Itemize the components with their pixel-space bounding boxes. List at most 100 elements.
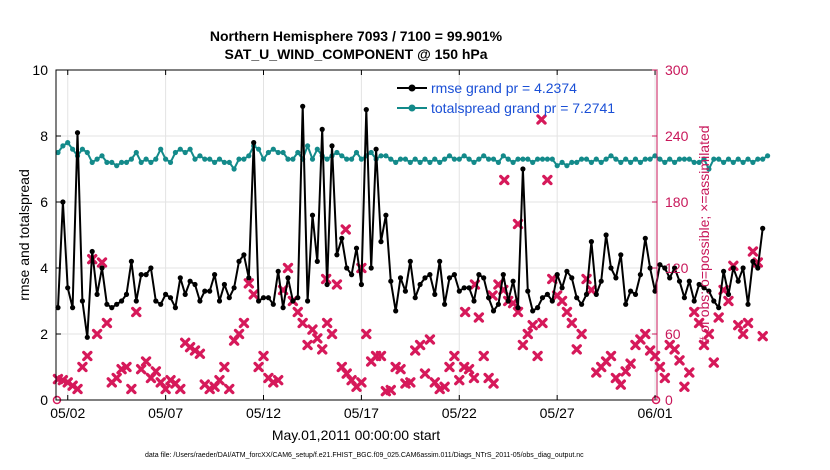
obs-assimilated-cross bbox=[238, 317, 250, 329]
totalspread-point bbox=[735, 156, 741, 162]
rmse-point bbox=[681, 295, 688, 301]
obs-assimilated-point bbox=[160, 383, 171, 395]
obs-assimilated-cross bbox=[449, 350, 460, 362]
x-tick-label: 05/22 bbox=[442, 405, 477, 421]
totalspread-point bbox=[623, 156, 629, 162]
obs-layer bbox=[52, 114, 768, 405]
rmse-point bbox=[241, 252, 247, 258]
obs-assimilated-point bbox=[615, 379, 626, 390]
obs-assimilated-point bbox=[121, 361, 132, 373]
totalspread-point bbox=[158, 146, 164, 152]
obs-assimilated-point bbox=[356, 377, 367, 388]
totalspread-point bbox=[290, 156, 296, 162]
totalspread-point bbox=[368, 149, 374, 156]
totalspread-point bbox=[182, 149, 188, 156]
totalspread-point bbox=[716, 156, 722, 162]
totalspread-point bbox=[755, 156, 761, 162]
obs-assimilated-cross bbox=[439, 381, 450, 392]
y-tick-label-right: 300 bbox=[665, 62, 689, 78]
obs-assimilated-point bbox=[321, 317, 333, 329]
rmse-point bbox=[285, 275, 291, 281]
rmse-point bbox=[270, 301, 276, 307]
rmse-point bbox=[172, 305, 178, 311]
totalspread-point bbox=[236, 156, 242, 162]
obs-assimilated-point bbox=[307, 324, 318, 335]
obs-assimilated-point bbox=[385, 384, 396, 396]
obs-assimilated-cross bbox=[77, 361, 88, 373]
rmse-point bbox=[60, 199, 66, 205]
rmse-point bbox=[525, 288, 531, 294]
obs-assimilated-point bbox=[302, 339, 313, 351]
totalspread-point bbox=[490, 156, 497, 162]
rmse-point bbox=[481, 275, 487, 281]
totalspread-point bbox=[104, 159, 110, 165]
totalspread-point bbox=[588, 159, 595, 165]
totalspread-point bbox=[324, 156, 330, 162]
obs-assimilated-cross bbox=[459, 306, 471, 318]
obs-assimilated-point bbox=[449, 350, 460, 362]
obs-assimilated-cross bbox=[537, 317, 548, 329]
obs-assimilated-point bbox=[419, 368, 431, 379]
obs-assimilated-point bbox=[674, 355, 685, 366]
obs-assimilated-point bbox=[684, 367, 695, 378]
obs-assimilated-cross bbox=[742, 317, 754, 329]
rmse-point bbox=[417, 281, 423, 288]
x-tick-label: 05/17 bbox=[344, 405, 379, 421]
totalspread-point bbox=[481, 153, 487, 159]
obs-assimilated-cross bbox=[135, 364, 147, 375]
totalspread-point bbox=[652, 153, 658, 159]
rmse-point bbox=[701, 285, 707, 291]
obs-assimilated-cross bbox=[312, 333, 323, 344]
rmse-point bbox=[119, 298, 125, 304]
totalspread-point bbox=[207, 156, 213, 162]
rmse-point bbox=[358, 281, 364, 288]
obs-assimilated-cross bbox=[258, 350, 269, 362]
legend-totalspread-marker bbox=[408, 104, 416, 112]
totalspread-point bbox=[133, 149, 139, 156]
obs-assimilated-point bbox=[312, 333, 323, 344]
obs-assimilated-cross bbox=[463, 364, 475, 375]
totalspread-point bbox=[349, 156, 355, 162]
totalspread-point bbox=[647, 156, 653, 162]
totalspread-point bbox=[285, 156, 291, 162]
totalspread-point bbox=[760, 156, 766, 162]
obs-assimilated-point bbox=[499, 174, 510, 186]
rmse-point bbox=[520, 166, 526, 172]
obs-assimilated-cross bbox=[224, 383, 235, 395]
totalspread-point bbox=[520, 156, 526, 162]
obs-assimilated-point bbox=[737, 328, 749, 340]
rmse-point bbox=[456, 288, 462, 294]
obs-assimilated-cross bbox=[414, 339, 426, 351]
obs-assimilated-cross bbox=[478, 350, 489, 362]
rmse-point bbox=[667, 275, 673, 281]
totalspread-point bbox=[564, 163, 570, 169]
obs-assimilated-point bbox=[473, 312, 485, 323]
obs-assimilated-cross bbox=[605, 350, 617, 362]
rmse-point bbox=[349, 272, 355, 278]
totalspread-point bbox=[70, 146, 76, 152]
rmse-point bbox=[539, 295, 546, 301]
obs-assimilated-cross bbox=[361, 328, 372, 340]
rmse-point bbox=[334, 252, 340, 258]
rmse-point bbox=[182, 291, 188, 297]
rmse-layer bbox=[55, 103, 766, 340]
rmse-point bbox=[422, 275, 428, 281]
obs-assimilated-cross bbox=[111, 372, 122, 384]
totalspread-point bbox=[128, 156, 134, 162]
totalspread-point bbox=[378, 153, 384, 159]
totalspread-point bbox=[696, 159, 702, 165]
totalspread-point bbox=[334, 149, 340, 156]
x-tick-label: 05/12 bbox=[246, 405, 281, 421]
obs-assimilated-point bbox=[698, 339, 710, 351]
totalspread-point bbox=[505, 156, 511, 162]
totalspread-point bbox=[632, 156, 639, 162]
obs-assimilated-cross bbox=[542, 174, 553, 186]
obs-assimilated-point bbox=[331, 279, 343, 290]
obs-assimilated-cross bbox=[561, 306, 573, 318]
obs-assimilated-cross bbox=[654, 361, 666, 373]
rmse-point bbox=[740, 265, 746, 271]
obs-assimilated-cross bbox=[517, 339, 529, 351]
totalspread-point bbox=[456, 156, 462, 162]
rmse-point bbox=[305, 298, 311, 304]
obs-assimilated-point bbox=[571, 344, 582, 355]
